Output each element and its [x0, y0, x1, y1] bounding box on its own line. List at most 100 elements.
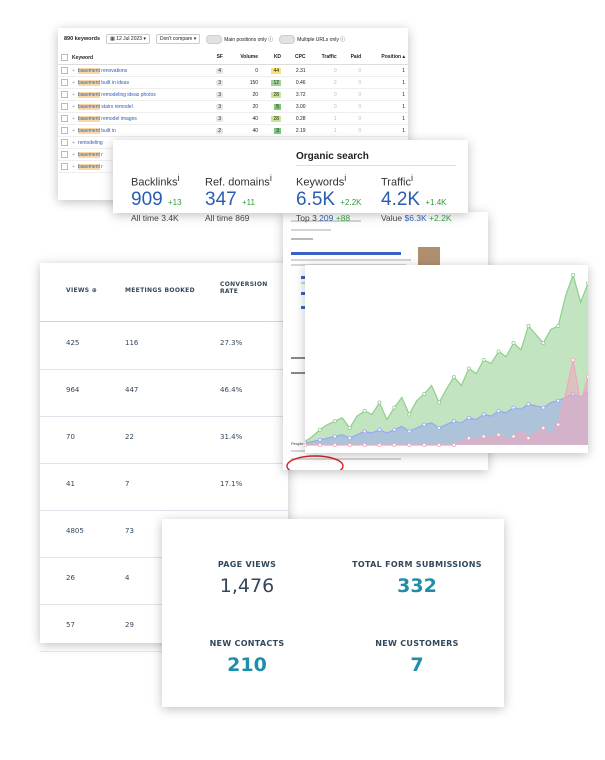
refdomains-label: Ref. domainsi	[205, 173, 272, 189]
keyword-row[interactable]: + basement renovations 4 0 44 2.31 0 0 1	[58, 64, 408, 77]
top3-summary: Top 3 209 +88	[296, 213, 351, 223]
data-point	[541, 425, 546, 430]
data-point	[437, 442, 442, 447]
traffic-label: Traffici	[381, 173, 413, 189]
info-icon: i	[177, 173, 180, 183]
keyword-count: 890 keywords	[64, 36, 101, 42]
row-checkbox[interactable]	[61, 67, 68, 74]
rate-cell: 46.4%	[220, 386, 243, 394]
data-point	[347, 436, 352, 441]
column-header-kd[interactable]: KD	[261, 50, 285, 65]
views-column-header[interactable]: VIEWS ⊕	[66, 287, 98, 294]
keywords-toolbar: 890 keywords ▦ 12 Jul 2023 ▾ Don't compa…	[58, 28, 408, 50]
keyword-row[interactable]: + basement remodel images 3 40 28 0.28 1 0 1	[58, 112, 408, 125]
area-series-1	[305, 390, 588, 445]
data-point	[377, 442, 382, 447]
meetings-cell: 22	[125, 433, 134, 441]
data-point	[451, 442, 456, 447]
meetings-cell: 73	[125, 527, 134, 535]
add-icon[interactable]: +	[72, 103, 75, 110]
add-icon[interactable]: +	[72, 91, 75, 98]
row-checkbox[interactable]	[61, 127, 68, 134]
data-point	[347, 442, 352, 447]
date-picker[interactable]: ▦ 12 Jul 2023 ▾	[106, 34, 150, 44]
form-submissions-value: 332	[397, 575, 437, 597]
column-header-paid[interactable]: Paid	[339, 50, 365, 65]
data-point	[526, 324, 531, 329]
row-checkbox[interactable]	[61, 163, 68, 170]
keyword-row[interactable]: + basement stairs remodel 3 20 5 3.00 0 0 1	[58, 100, 408, 113]
multiple-urls-toggle[interactable]: Multiple URLs only ⓘ	[279, 34, 345, 44]
conversion-row: 964 447 46.4%	[40, 368, 288, 417]
keyword-row[interactable]: + basement built in 2 40 3 2.19 1 0 1	[58, 124, 408, 137]
main-positions-toggle[interactable]: Main positions only ⓘ	[206, 34, 273, 44]
data-point	[377, 400, 382, 405]
data-point	[571, 358, 576, 363]
compare-dropdown[interactable]: Don't compare ▾	[155, 34, 201, 44]
new-customers-value: 7	[410, 654, 424, 676]
add-icon[interactable]: +	[72, 151, 75, 158]
data-point	[511, 434, 516, 439]
add-icon[interactable]: +	[72, 79, 75, 86]
line-series-0	[304, 273, 589, 443]
keyword-row[interactable]: + basement built in ideas 3 150 12 0.46 2 0 1	[58, 76, 408, 89]
data-point	[362, 408, 367, 413]
backlinks-label: Backlinksi	[131, 173, 180, 189]
column-header-traffic[interactable]: Traffic	[308, 50, 340, 65]
add-icon[interactable]: +	[72, 139, 75, 146]
stats-card: PAGE VIEWS 1,476 TOTAL FORM SUBMISSIONS …	[162, 519, 504, 707]
data-point	[466, 415, 471, 420]
add-icon[interactable]: +	[72, 115, 75, 122]
add-icon[interactable]: +	[72, 67, 75, 74]
conversion-row: 70 22 31.4%	[40, 415, 288, 464]
data-point	[407, 429, 412, 434]
data-point	[317, 427, 322, 432]
views-cell: 425	[66, 339, 80, 347]
row-checkbox[interactable]	[61, 91, 68, 98]
column-header-cpc[interactable]: CPC	[284, 50, 309, 65]
data-point	[541, 341, 546, 346]
conversion-rate-column-header[interactable]: CONVERSION RATE	[220, 281, 268, 295]
data-point	[541, 405, 546, 410]
keywords-value: 6.5K +2.2K	[296, 189, 362, 210]
line-series-2	[305, 359, 589, 446]
column-header-sf[interactable]: SF	[207, 50, 226, 65]
traffic-value: 4.2K +1.4K	[381, 189, 447, 210]
keyword-row[interactable]: + basement remodeling ideas photos 3 20 28 3.…	[58, 88, 408, 101]
data-point	[422, 442, 427, 447]
add-icon[interactable]: +	[72, 127, 75, 134]
rate-cell: 31.4%	[220, 433, 243, 441]
data-point	[481, 412, 486, 417]
backlinks-all-time: All time 3.4K	[131, 213, 179, 223]
data-point	[437, 400, 442, 405]
meetings-column-header[interactable]: MEETINGS BOOKED	[125, 287, 195, 294]
column-header-position[interactable]: Position ▴	[364, 50, 408, 65]
data-point	[481, 434, 486, 439]
backlinks-summary-card: Organic search Backlinksi 909 +13 All ti…	[113, 140, 468, 223]
data-point	[451, 375, 456, 380]
conversion-row: 425 116 27.3%	[40, 321, 288, 370]
data-point	[317, 437, 322, 442]
ad-result-link[interactable]	[291, 252, 401, 255]
data-point	[526, 402, 531, 407]
data-point	[362, 442, 367, 447]
row-checkbox[interactable]	[61, 115, 68, 122]
line-series-1	[304, 390, 589, 444]
data-point	[496, 408, 501, 413]
views-cell: 4805	[66, 527, 84, 535]
data-point	[466, 366, 471, 371]
row-checkbox[interactable]	[61, 79, 68, 86]
add-icon[interactable]: +	[72, 163, 75, 170]
row-checkbox[interactable]	[61, 139, 68, 146]
rate-cell: 27.3%	[220, 339, 243, 347]
data-point	[422, 392, 427, 397]
data-point	[466, 436, 471, 441]
data-point	[496, 432, 501, 437]
column-header-keyword[interactable]: Keyword	[58, 50, 208, 65]
column-header-volume[interactable]: Volume	[225, 50, 262, 65]
data-point	[332, 442, 337, 447]
views-cell: 26	[66, 574, 75, 582]
data-point	[451, 419, 456, 424]
row-checkbox[interactable]	[61, 151, 68, 158]
row-checkbox[interactable]	[61, 103, 68, 110]
